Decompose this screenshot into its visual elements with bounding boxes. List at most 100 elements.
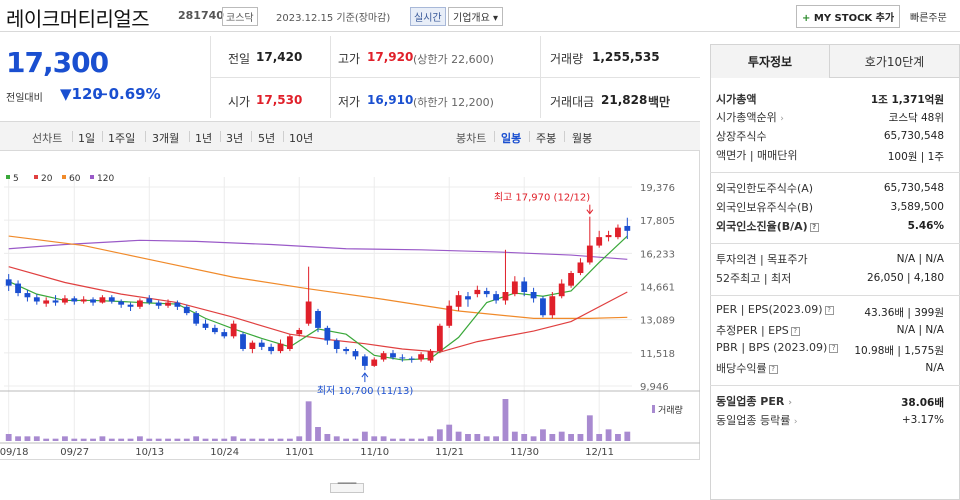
my-stock-add-button[interactable]: + MY STOCK 추가 bbox=[796, 5, 901, 28]
divider bbox=[102, 131, 103, 142]
tab-1d[interactable]: 1일 bbox=[78, 132, 96, 145]
info-label-foreign-hold: 외국인보유주식수(B) bbox=[716, 201, 814, 214]
volume-bar bbox=[483, 436, 490, 441]
price-chart[interactable]: 19,376 17,805 16,233 14,661 13,089 11,518 9,94… bbox=[0, 151, 700, 460]
candle-body bbox=[455, 295, 462, 307]
help-icon[interactable]: ? bbox=[809, 223, 819, 232]
divider bbox=[529, 131, 530, 142]
tab-1y[interactable]: 1년 bbox=[195, 132, 213, 145]
price-change: ▼120 bbox=[60, 85, 103, 103]
info-label-sector-per: 동일업종 PER › bbox=[716, 393, 792, 409]
tab-3y[interactable]: 3년 bbox=[226, 132, 244, 145]
volume-bar bbox=[418, 438, 425, 441]
volume-bar bbox=[258, 438, 265, 441]
info-label-foreign-limit: 외국인한도주식수(A) bbox=[716, 182, 814, 195]
candle-body bbox=[99, 297, 106, 303]
candle-body bbox=[352, 351, 359, 357]
volume-bar bbox=[90, 438, 96, 441]
help-icon[interactable]: ? bbox=[824, 306, 834, 315]
volume-bar bbox=[558, 431, 565, 441]
volume-bar bbox=[296, 436, 303, 441]
legend-label: 20 bbox=[41, 174, 53, 184]
chart-period-tabs: 선차트 1일 1주일 3개월 1년 3년 5년 10년 봉차트 일봉 주봉 월봉 bbox=[0, 121, 700, 151]
volume-bar bbox=[540, 429, 546, 441]
candle-body bbox=[446, 305, 453, 326]
candle-body bbox=[521, 281, 528, 293]
label-text: 추정PER | EPS bbox=[716, 324, 789, 337]
x-tick-label: 09/18 bbox=[0, 447, 29, 458]
divider bbox=[494, 131, 495, 142]
quick-order-link[interactable]: 빠른주문 bbox=[910, 13, 947, 24]
candle-body bbox=[193, 313, 200, 324]
candle-body bbox=[615, 227, 621, 238]
candle-body bbox=[558, 283, 565, 297]
divider bbox=[283, 131, 284, 142]
info-label-foreign-ratio: 외국인소진율(B/A)? bbox=[716, 218, 819, 234]
company-overview-dropdown[interactable]: 기업개요 ▾ bbox=[448, 7, 503, 26]
tab-10y[interactable]: 10년 bbox=[289, 132, 314, 145]
legend-label: 5 bbox=[13, 174, 19, 184]
candle-body bbox=[90, 299, 96, 303]
help-icon[interactable]: ? bbox=[790, 327, 800, 336]
label-text: PER | EPS(2023.09) bbox=[716, 303, 823, 316]
info-value-sector-change: +3.17% bbox=[901, 414, 944, 426]
tab-daily[interactable]: 일봉 bbox=[501, 132, 522, 145]
candle-body bbox=[427, 351, 434, 361]
divider bbox=[710, 243, 960, 244]
volume-bar bbox=[511, 431, 518, 441]
chevron-right-icon: › bbox=[793, 417, 798, 427]
max-arrow-head bbox=[586, 209, 594, 215]
help-icon[interactable]: ? bbox=[829, 344, 839, 353]
candle-body bbox=[202, 323, 209, 328]
candle-body bbox=[408, 358, 415, 360]
legend-swatch bbox=[34, 175, 38, 179]
tab-1w[interactable]: 1주일 bbox=[108, 132, 136, 145]
tab-5y[interactable]: 5년 bbox=[258, 132, 276, 145]
volume-bar bbox=[146, 438, 153, 441]
chevron-right-icon: › bbox=[780, 114, 784, 124]
lower-limit: (하한가 12,200) bbox=[413, 96, 494, 109]
info-value-cap-rank: 코스닥 48위 bbox=[888, 112, 944, 124]
candle-body bbox=[511, 281, 518, 295]
tab-monthly[interactable]: 월봉 bbox=[572, 132, 593, 145]
info-value-sector-per: 38.06배 bbox=[901, 397, 944, 409]
volume-bar bbox=[221, 438, 228, 441]
tab-invest-info[interactable]: 투자정보 bbox=[710, 44, 830, 78]
candle-body bbox=[380, 353, 387, 360]
tab-weekly[interactable]: 주봉 bbox=[536, 132, 557, 145]
label-text: 동일업종 등락률 bbox=[716, 414, 791, 427]
help-icon[interactable]: ? bbox=[768, 365, 778, 374]
candle-body bbox=[286, 336, 293, 349]
legend-swatch bbox=[62, 175, 66, 179]
tab-orderbook-10[interactable]: 호가10단계 bbox=[829, 44, 960, 78]
low-label: 저가 bbox=[338, 95, 361, 109]
info-value-pbr: 10.98배 | 1,575원 bbox=[854, 345, 944, 357]
candle-body bbox=[333, 340, 340, 349]
amount-unit: 백만 bbox=[648, 95, 671, 109]
chart-scroll-handle[interactable]: ▔▔▔ bbox=[330, 483, 364, 493]
info-label-shares: 상장주식수 bbox=[716, 130, 767, 143]
info-value-52w: 26,050 | 4,180 bbox=[866, 272, 944, 284]
volume-bar bbox=[99, 436, 106, 441]
volume-bar bbox=[615, 434, 621, 441]
realtime-button[interactable]: 실시간 bbox=[410, 7, 446, 26]
current-price: 17,300 bbox=[6, 46, 109, 79]
candle-body bbox=[399, 357, 406, 359]
candle-body bbox=[577, 262, 584, 274]
divider bbox=[145, 131, 146, 142]
volume-bar bbox=[436, 429, 443, 441]
volume-bar bbox=[605, 429, 612, 441]
candle-body bbox=[361, 356, 368, 366]
amount-value: 21,828 bbox=[601, 93, 648, 107]
volume-bar bbox=[408, 438, 415, 441]
candle-body bbox=[305, 301, 312, 324]
chevron-right-icon: › bbox=[788, 398, 792, 408]
tab-3m[interactable]: 3개월 bbox=[152, 132, 180, 145]
candle-body bbox=[230, 323, 237, 337]
candle-body bbox=[118, 301, 125, 305]
info-label-par: 액면가 | 매매단위 bbox=[716, 149, 798, 162]
open-label: 시가 bbox=[228, 95, 251, 109]
volume-bar bbox=[183, 438, 190, 441]
volume-bar bbox=[62, 436, 68, 441]
volume-bar bbox=[249, 438, 256, 441]
